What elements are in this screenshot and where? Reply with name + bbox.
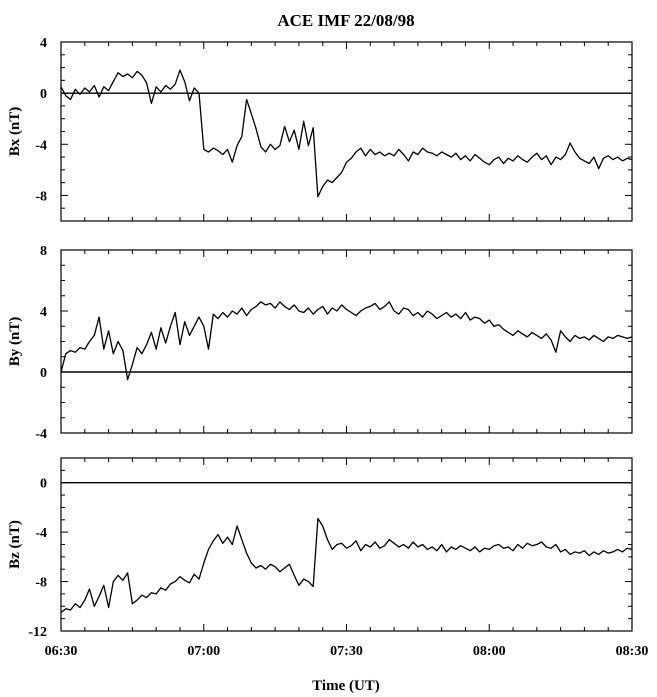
y-tick-label: -8 xyxy=(35,576,47,591)
panel-2: 8 4 0 -4 By (nT) xyxy=(7,244,633,442)
x-tick-label: 08:30 xyxy=(616,644,649,659)
y-axis-label: By (nT) xyxy=(7,317,23,367)
series-line-by xyxy=(60,301,633,381)
plot-frame xyxy=(60,41,633,222)
plot-frame xyxy=(60,457,633,632)
series-line-bz xyxy=(60,517,633,614)
series-line-bx xyxy=(60,69,633,198)
y-tick-label: -4 xyxy=(35,526,47,541)
y-tick-label: -8 xyxy=(35,189,47,204)
y-tick-label: -12 xyxy=(28,625,47,640)
y-tick-label: 0 xyxy=(40,477,47,492)
y-tick-label: 4 xyxy=(40,36,47,51)
y-tick-label: -4 xyxy=(35,138,47,153)
plot-frame xyxy=(60,249,633,434)
y-tick-label: -4 xyxy=(35,427,47,442)
y-axis-label: Bz (nT) xyxy=(7,520,23,569)
y-tick-label: 0 xyxy=(40,366,47,381)
x-tick-label: 06:30 xyxy=(45,644,78,659)
y-tick-label: 0 xyxy=(40,87,47,102)
x-tick-label: 07:30 xyxy=(330,644,363,659)
x-tick-label: 08:00 xyxy=(473,644,506,659)
y-tick-label: 8 xyxy=(40,244,47,259)
chart-title: ACE IMF 22/08/98 xyxy=(277,11,414,30)
x-axis-label: Time (UT) xyxy=(312,678,380,694)
panels: 4 0 -4 -8 Bx (nT) 8 4 0 -4 By (nT) 0 -4 -8 -12 Bz (nT)… xyxy=(7,36,648,659)
panel-3: 0 -4 -8 -12 Bz (nT) xyxy=(7,457,633,640)
y-tick-label: 4 xyxy=(40,305,47,320)
x-tick-label: 07:00 xyxy=(187,644,220,659)
y-axis-label: Bx (nT) xyxy=(7,107,23,157)
panel-1: 4 0 -4 -8 Bx (nT) xyxy=(7,36,633,222)
